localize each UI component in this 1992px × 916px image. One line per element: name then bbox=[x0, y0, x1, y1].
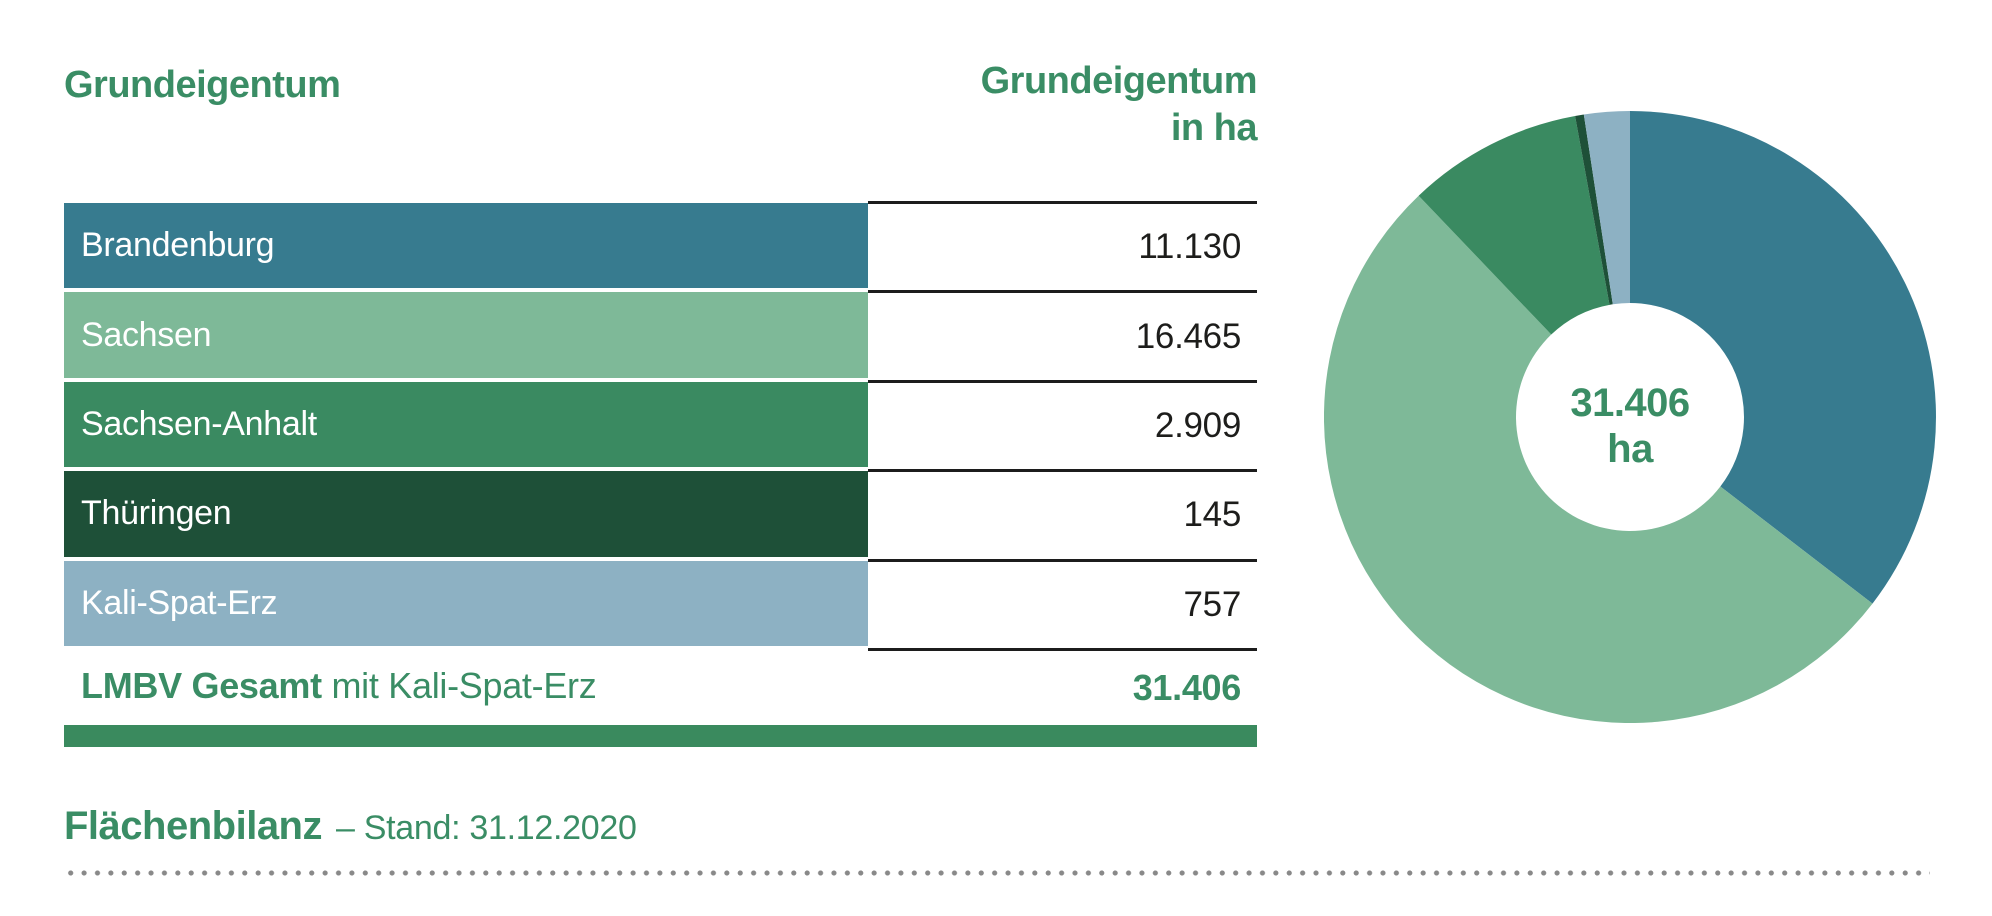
grundeigentum-table: Brandenburg 11.130 Sachsen 16.465 Sachse… bbox=[64, 201, 1257, 747]
row-value-text: 2.909 bbox=[1154, 405, 1241, 445]
donut-slice-brandenburg bbox=[1630, 111, 1936, 604]
row-value-kali-spat-erz: 757 bbox=[868, 558, 1257, 648]
table-row-brandenburg: Brandenburg 11.130 bbox=[64, 201, 1257, 290]
footer-title: Flächenbilanz bbox=[64, 804, 323, 848]
column-header-line1: Grundeigentum bbox=[980, 60, 1258, 102]
donut-slice-kali-spat-erz bbox=[1583, 111, 1630, 305]
total-label-rest: mit Kali-Spat-Erz bbox=[321, 665, 597, 707]
donut-slice-sachsen-anhalt bbox=[1418, 115, 1610, 335]
row-label-text: Brandenburg bbox=[81, 226, 275, 265]
row-label-kali-spat-erz: Kali-Spat-Erz bbox=[64, 560, 868, 646]
row-value-text: 145 bbox=[1183, 495, 1242, 535]
donut-slice-th-ringen bbox=[1575, 114, 1613, 305]
table-bottom-accent-bar bbox=[64, 724, 1257, 747]
row-value-sachsen: 16.465 bbox=[868, 290, 1257, 379]
donut-center-total: 31.406 bbox=[1570, 381, 1690, 425]
row-value-brandenburg: 11.130 bbox=[868, 201, 1257, 290]
row-label-brandenburg: Brandenburg bbox=[64, 203, 868, 289]
row-value-thueringen: 145 bbox=[868, 469, 1257, 558]
grundeigentum-donut-chart bbox=[1324, 111, 1936, 723]
row-label-text: Kali-Spat-Erz bbox=[81, 583, 278, 622]
table-row-kali-spat-erz: Kali-Spat-Erz 757 bbox=[64, 558, 1257, 648]
dotted-divider bbox=[64, 870, 1930, 876]
column-header-grundeigentum-in-ha: Grundeigentum in ha bbox=[869, 58, 1258, 152]
row-label-text: Thüringen bbox=[81, 494, 232, 533]
row-value-text: 757 bbox=[1183, 584, 1242, 624]
table-row-sachsen-anhalt: Sachsen-Anhalt 2.909 bbox=[64, 379, 1257, 469]
table-total-row: LMBV Gesamt mit Kali-Spat-Erz 31.406 bbox=[64, 647, 1257, 725]
row-value-text: 11.130 bbox=[1138, 227, 1241, 267]
donut-center-label: 31.406 ha bbox=[1480, 380, 1780, 472]
page-title: Grundeigentum bbox=[64, 64, 341, 106]
total-label-bold: LMBV Gesamt bbox=[81, 665, 322, 707]
footer: Flächenbilanz – Stand: 31.12.2020 bbox=[64, 804, 637, 849]
footer-date-stamp: – Stand: 31.12.2020 bbox=[336, 809, 637, 847]
table-row-sachsen: Sachsen 16.465 bbox=[64, 290, 1257, 379]
total-label: LMBV Gesamt mit Kali-Spat-Erz bbox=[64, 648, 868, 725]
total-value-text: 31.406 bbox=[1132, 666, 1242, 708]
row-label-text: Sachsen bbox=[81, 315, 212, 354]
donut-center-unit: ha bbox=[1607, 427, 1653, 471]
row-label-sachsen-anhalt: Sachsen-Anhalt bbox=[64, 381, 868, 468]
column-header-line2: in ha bbox=[1170, 107, 1258, 149]
row-label-text: Sachsen-Anhalt bbox=[81, 404, 317, 443]
total-value: 31.406 bbox=[868, 647, 1257, 725]
row-value-text: 16.465 bbox=[1135, 316, 1242, 356]
row-label-sachsen: Sachsen bbox=[64, 292, 868, 378]
table-row-thueringen: Thüringen 145 bbox=[64, 469, 1257, 558]
row-label-thueringen: Thüringen bbox=[64, 471, 868, 557]
donut-slice-sachsen bbox=[1324, 195, 1873, 723]
row-value-sachsen-anhalt: 2.909 bbox=[868, 379, 1257, 469]
